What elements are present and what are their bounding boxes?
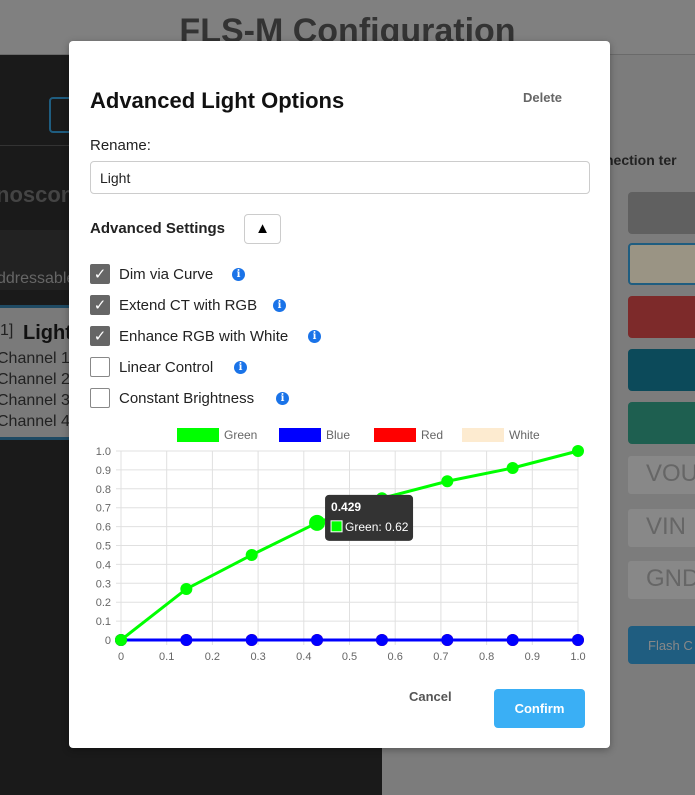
x-tick-label: 0.1: [159, 651, 174, 663]
right-header: nection ter: [605, 152, 677, 168]
tooltip-swatch: [330, 520, 343, 533]
channel-list: Channel 1: Channel 2: Channel 3: Channel…: [0, 348, 74, 432]
advanced-light-options-modal: Advanced Light Options Delete Rename: Ad…: [69, 41, 610, 748]
x-tick-label: 0.2: [205, 651, 220, 663]
pin-label: VOU: [628, 456, 695, 494]
data-point-green: [572, 445, 584, 457]
legend-swatch: [177, 428, 219, 442]
data-point-green: [441, 475, 454, 488]
light-index: 1]: [0, 322, 14, 339]
legend-label: White: [509, 428, 540, 442]
y-tick-label: 0.2: [96, 597, 111, 609]
info-icon[interactable]: i: [232, 268, 245, 281]
collapse-toggle-button[interactable]: ▲: [244, 214, 281, 244]
color-swatch[interactable]: [628, 349, 695, 391]
light-name: Light: [23, 322, 72, 344]
legend-swatch: [374, 428, 416, 442]
legend-swatch: [462, 428, 504, 442]
legend-label: Green: [224, 428, 257, 442]
info-icon[interactable]: i: [273, 299, 286, 312]
y-tick-label: 0.4: [96, 559, 111, 571]
option-label: Linear Control: [119, 359, 214, 376]
y-tick-label: 0: [105, 635, 111, 647]
x-tick-label: 0.9: [525, 651, 540, 663]
channel: Channel 4:: [0, 413, 75, 430]
option-checkbox[interactable]: ✓: [90, 326, 110, 346]
legend-label: Red: [421, 428, 443, 442]
y-tick-label: 0.3: [96, 578, 111, 590]
option-checkbox[interactable]: ✓: [90, 264, 110, 284]
x-tick-label: 0.8: [479, 651, 494, 663]
color-swatch[interactable]: [628, 243, 695, 285]
data-point-green: [115, 634, 127, 646]
legend-label: Blue: [326, 428, 350, 442]
y-tick-label: 0.9: [96, 465, 111, 477]
data-point-blue: [180, 634, 193, 646]
cancel-button[interactable]: Cancel: [409, 689, 452, 704]
data-point-green: [309, 514, 326, 531]
option-checkbox[interactable]: [90, 388, 110, 408]
y-tick-label: 0.5: [96, 541, 111, 553]
delete-button[interactable]: Delete: [523, 90, 563, 105]
data-point-blue: [375, 634, 388, 646]
y-tick-label: 0.1: [96, 616, 111, 628]
data-point-green: [180, 582, 193, 595]
y-tick-label: 1.0: [96, 446, 111, 458]
y-tick-label: 0.6: [96, 522, 111, 534]
pin-label: GND: [628, 561, 695, 599]
tooltip-box: [325, 494, 414, 541]
channel: Channel 3:: [0, 392, 75, 409]
data-point-blue: [245, 634, 258, 646]
data-point-blue: [572, 634, 584, 646]
channel: Channel 1:: [0, 350, 75, 367]
x-tick-label: 0.5: [342, 651, 357, 663]
info-icon[interactable]: i: [276, 392, 289, 405]
option-label: Dim via Curve: [119, 266, 214, 283]
x-tick-label: 0.7: [433, 651, 448, 663]
option-checkbox[interactable]: [90, 357, 110, 377]
color-swatch[interactable]: [628, 402, 695, 444]
legend-swatch: [279, 428, 321, 442]
x-tick-label: 0.6: [388, 651, 403, 663]
data-point-blue: [441, 634, 454, 646]
brightness-curve-chart: 0 0.1 0.2 0.3 0.4 0.5 0.6 0.7 0.8 0.9 1.0 0 0.1 0.2 0.…: [96, 428, 586, 663]
option-label: Extend CT with RGB: [119, 297, 258, 314]
option-checkbox[interactable]: ✓: [90, 295, 110, 315]
tooltip-title: 0.429: [331, 500, 361, 514]
x-tick-label: 0.4: [296, 651, 311, 663]
rename-input[interactable]: [90, 161, 590, 194]
option-label: Enhance RGB with White: [119, 328, 289, 345]
y-tick-label: 0.8: [96, 484, 111, 496]
left-text: noscon: [0, 182, 75, 207]
pin-label: VIN: [628, 509, 695, 547]
advanced-settings-label: Advanced Settings: [90, 220, 226, 237]
info-icon[interactable]: i: [234, 361, 247, 374]
channel: Channel 2:: [0, 371, 75, 388]
x-tick-label: 0: [118, 651, 124, 663]
flash-button[interactable]: Flash C: [628, 626, 695, 664]
info-icon[interactable]: i: [308, 330, 321, 343]
data-point-blue: [311, 634, 324, 646]
modal-title: Advanced Light Options: [90, 88, 345, 113]
data-point-green: [506, 462, 519, 475]
data-point-green: [245, 548, 258, 561]
color-swatch[interactable]: [628, 296, 695, 338]
y-tick-label: 0.7: [96, 503, 111, 515]
x-tick-label: 0.3: [250, 651, 265, 663]
data-point-blue: [506, 634, 519, 646]
tooltip-label: Green: 0.62: [345, 520, 409, 534]
confirm-button[interactable]: Confirm: [494, 689, 585, 728]
x-tick-label: 1.0: [570, 651, 585, 663]
option-label: Constant Brightness: [119, 390, 255, 407]
left-text-2: ddressable: [0, 270, 76, 287]
color-swatch[interactable]: [628, 192, 695, 234]
rename-label: Rename:: [90, 137, 151, 154]
